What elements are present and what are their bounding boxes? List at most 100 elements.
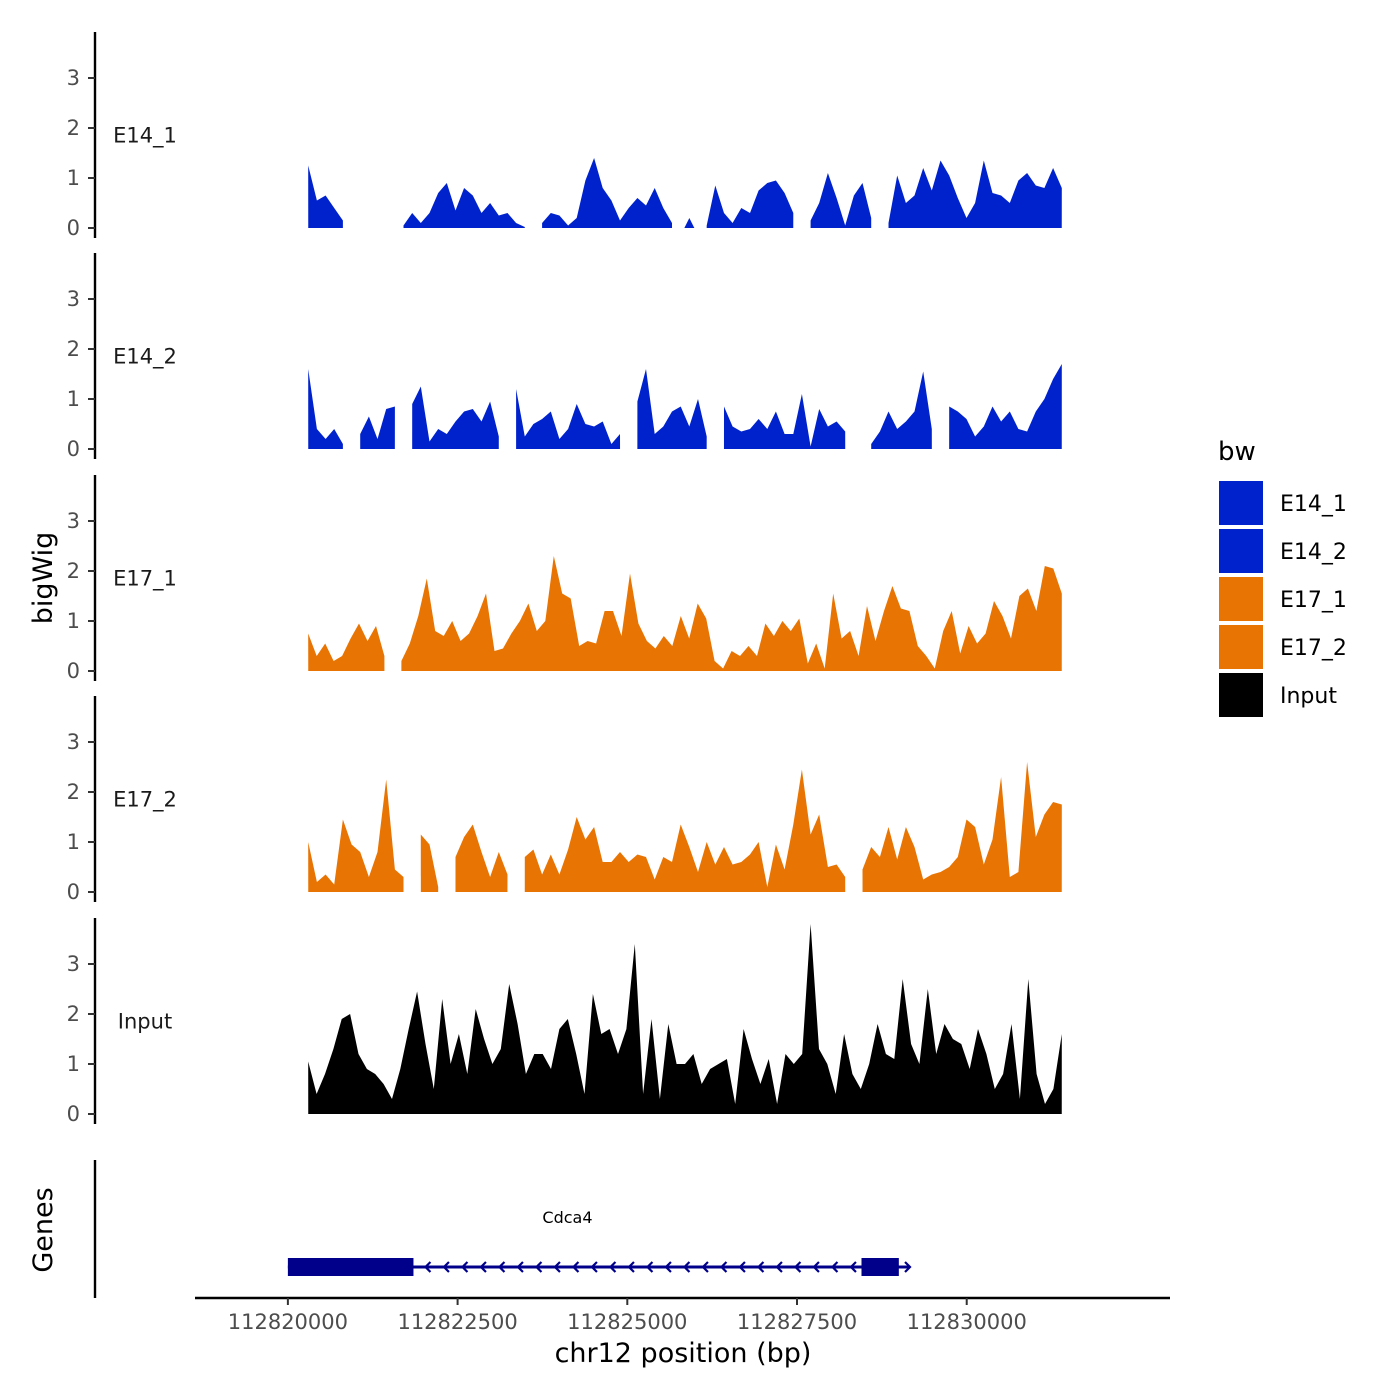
strand-arrow <box>553 1261 561 1273</box>
gene-name-label: Cdca4 <box>542 1208 592 1227</box>
legend-item-e14-1: E14_1 <box>1217 479 1347 527</box>
signal-area <box>308 924 1062 1114</box>
legend-label: E17_2 <box>1280 636 1347 661</box>
signal-area <box>888 160 1062 228</box>
y-tick-label: 3 <box>67 730 80 754</box>
strand-arrow <box>516 1261 524 1273</box>
signal-area <box>684 218 695 228</box>
y-tick-label: 3 <box>67 66 80 90</box>
signal-area <box>360 406 395 449</box>
signal-area <box>637 369 707 449</box>
track-e17-1: 0 1 2 3 E17_1 <box>67 475 1062 683</box>
legend-title: bw <box>1218 437 1256 467</box>
legend-item-e14-2: E14_2 <box>1217 527 1347 575</box>
legend-label: Input <box>1280 684 1337 709</box>
track-label: E14_1 <box>113 124 177 149</box>
strand-arrow <box>442 1261 450 1273</box>
signal-area <box>308 369 343 449</box>
x-tick-label: 112822500 <box>397 1310 517 1334</box>
y-axis-title: bigWig <box>28 532 59 625</box>
signal-area <box>542 158 673 228</box>
y-tick-label: 3 <box>67 509 80 533</box>
strand-arrow <box>756 1261 765 1273</box>
track-label: E17_1 <box>113 567 177 592</box>
signal-area <box>524 769 846 892</box>
strand-arrow <box>719 1261 728 1273</box>
track-e17-2: 0 1 2 3 E17_2 <box>67 696 1062 904</box>
signal-area <box>401 556 1062 671</box>
signal-area <box>412 386 499 449</box>
y-tick-label: 2 <box>67 116 80 140</box>
legend-swatch <box>1217 623 1265 671</box>
legend-label: E17_1 <box>1280 588 1347 613</box>
y-tick-label: 1 <box>67 830 80 854</box>
signal-area <box>308 779 404 892</box>
legend-label: E14_2 <box>1280 540 1347 565</box>
track-label: E17_2 <box>113 788 177 813</box>
y-tick-label: 0 <box>67 437 80 461</box>
gene-exon <box>861 1258 899 1276</box>
x-axis-title: chr12 position (bp) <box>555 1338 812 1369</box>
legend-swatch <box>1217 527 1265 575</box>
signal-area <box>420 834 439 892</box>
x-tick-label: 112830000 <box>907 1310 1027 1334</box>
signal-area <box>308 623 385 671</box>
signal-area <box>723 394 846 449</box>
gene-cdca4: Cdca4 <box>287 1208 912 1276</box>
track-e14-1: 0 1 2 3 E14_1 <box>67 32 1062 240</box>
legend-swatch <box>1217 575 1265 623</box>
signal-area <box>862 762 1062 892</box>
legend-item-input: Input <box>1217 671 1337 719</box>
y-tick-label: 0 <box>67 659 80 683</box>
x-tick-label: 112827500 <box>737 1310 857 1334</box>
y-tick-label: 1 <box>67 1052 80 1076</box>
strand-arrow <box>849 1261 857 1273</box>
y-tick-label: 2 <box>67 559 80 583</box>
legend-swatch <box>1217 479 1265 527</box>
y-tick-label: 0 <box>67 880 80 904</box>
signal-area <box>706 180 794 228</box>
y-tick-label: 1 <box>67 387 80 411</box>
strand-arrow <box>534 1261 543 1273</box>
x-tick-label: 112820000 <box>228 1310 348 1334</box>
x-axis: 112820000 112822500 112825000 112827500 1128… <box>195 1296 1170 1334</box>
strand-arrow <box>460 1261 469 1273</box>
gene-end-mark <box>904 1261 912 1273</box>
signal-area <box>455 824 508 892</box>
y-tick-label: 2 <box>67 337 80 361</box>
strand-arrow <box>793 1261 802 1273</box>
strand-arrow <box>664 1261 672 1273</box>
y-tick-label: 2 <box>67 1002 80 1026</box>
strand-arrow <box>423 1261 432 1273</box>
strand-arrow <box>479 1261 487 1273</box>
legend-label: E14_1 <box>1280 492 1347 517</box>
y-tick-label: 1 <box>67 166 80 190</box>
strand-arrow <box>571 1261 580 1273</box>
signal-area <box>403 183 525 228</box>
y-tick-label: 3 <box>67 952 80 976</box>
track-input: 0 1 2 3 Input <box>67 918 1062 1126</box>
signal-area <box>308 165 343 228</box>
y-tick-label: 1 <box>67 609 80 633</box>
strand-arrow <box>812 1261 820 1273</box>
signal-area <box>949 364 1062 449</box>
strand-arrow <box>497 1261 506 1273</box>
signal-area <box>871 371 932 449</box>
strand-arrow <box>830 1261 839 1273</box>
strand-arrow <box>608 1261 617 1273</box>
legend-swatch <box>1217 671 1265 719</box>
signal-area <box>810 173 872 228</box>
track-e14-2: 0 1 2 3 E14_2 <box>67 253 1062 461</box>
legend-item-e17-1: E17_1 <box>1217 575 1347 623</box>
track-label: E14_2 <box>113 345 177 370</box>
strand-arrow <box>701 1261 709 1273</box>
strand-arrow <box>738 1261 746 1273</box>
genes-axis-title: Genes <box>28 1187 59 1272</box>
tracks-layer: 0 1 2 3 E14_1 0 1 2 3 E14_2 0 1 2 3 E17_1 0 1 2 3 E17_2 0 1 2 3… <box>67 32 1062 1126</box>
strand-arrow <box>645 1261 654 1273</box>
y-tick-label: 0 <box>67 1102 80 1126</box>
track-label: Input <box>118 1010 172 1034</box>
gene-panel: Cdca4 <box>93 1160 912 1298</box>
y-tick-label: 2 <box>67 780 80 804</box>
